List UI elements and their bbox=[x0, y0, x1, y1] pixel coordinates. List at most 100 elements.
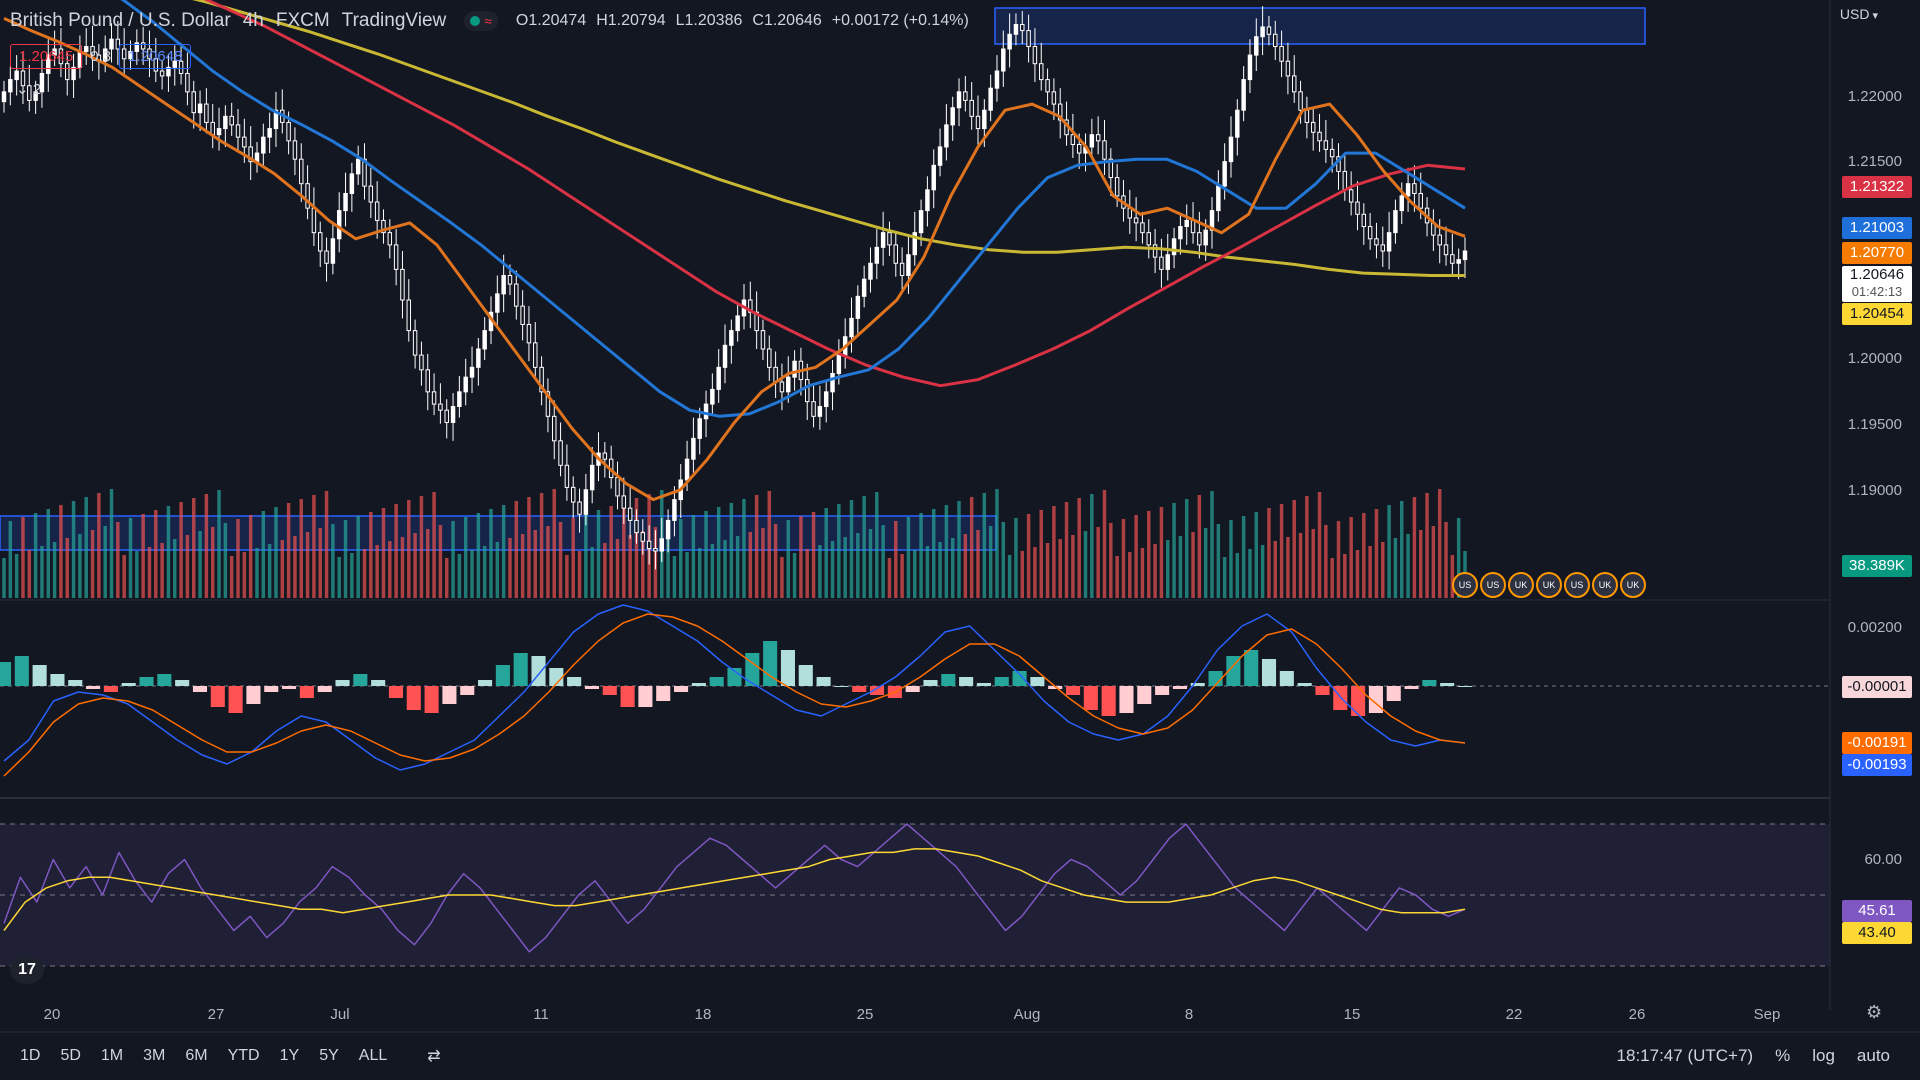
volume-bar bbox=[103, 526, 107, 598]
range-5d[interactable]: 5D bbox=[60, 1047, 81, 1064]
macd-histogram-bar bbox=[727, 668, 742, 686]
candle-body bbox=[1051, 91, 1057, 105]
volume-bar bbox=[293, 536, 297, 598]
indicators-collapse-toggle[interactable]: ⌄ 2 bbox=[16, 80, 41, 98]
candle-body bbox=[387, 232, 393, 246]
volume-label: 38.389K bbox=[1842, 555, 1912, 577]
us-flag-icon[interactable]: US bbox=[1452, 572, 1478, 598]
auto-toggle[interactable]: auto bbox=[1856, 1046, 1890, 1065]
candle-body bbox=[1310, 121, 1316, 133]
candle-body bbox=[1222, 161, 1227, 187]
candle-body bbox=[1355, 201, 1360, 215]
volume-bar bbox=[1241, 516, 1246, 598]
volume-bar bbox=[90, 530, 95, 598]
currency-selector[interactable]: USD bbox=[1840, 6, 1878, 22]
time-axis-label: Aug bbox=[1013, 1006, 1041, 1023]
candle-body bbox=[1165, 254, 1170, 270]
volume-bar bbox=[710, 544, 715, 598]
ohlc-open: 1.20474 bbox=[528, 12, 587, 29]
candle-body bbox=[1367, 226, 1373, 240]
volume-bar bbox=[1298, 533, 1303, 598]
macd-histogram-bar bbox=[1261, 659, 1277, 686]
volume-bar bbox=[78, 534, 82, 598]
macd-histogram-bar bbox=[549, 668, 564, 686]
macd-histogram-bar bbox=[121, 683, 136, 686]
candle-body bbox=[1197, 232, 1202, 246]
volume-bar bbox=[1235, 553, 1240, 598]
volume-bar bbox=[780, 557, 784, 598]
candle-body bbox=[355, 158, 361, 175]
time-axis-label: 15 bbox=[1343, 1006, 1361, 1023]
candle-body bbox=[1437, 234, 1442, 246]
candle-body bbox=[526, 323, 532, 344]
candle-body bbox=[159, 70, 165, 77]
candle-body bbox=[621, 495, 627, 509]
candle-body bbox=[1039, 63, 1044, 81]
interval[interactable]: 4h bbox=[242, 10, 264, 31]
symbol-name[interactable]: British Pound / U.S. Dollar bbox=[10, 10, 231, 31]
symbol-header[interactable]: British Pound / U.S. Dollar 4h FXCM Trad… bbox=[10, 4, 969, 38]
candle-body bbox=[102, 48, 108, 62]
macd-histogram-bar bbox=[353, 674, 368, 686]
volume-bar bbox=[40, 546, 44, 598]
candle-body bbox=[450, 406, 456, 423]
buy-price-button[interactable]: 1.20648 bbox=[119, 44, 192, 69]
settings-gear-icon[interactable]: ⚙ bbox=[1866, 1002, 1883, 1022]
volume-bar bbox=[824, 508, 828, 598]
volume-bar bbox=[792, 553, 797, 598]
volume-bar bbox=[622, 502, 626, 598]
us-flag-icon[interactable]: US bbox=[1480, 572, 1506, 598]
macd-histogram-bar bbox=[1315, 686, 1330, 695]
macd-histogram-bar bbox=[763, 641, 778, 686]
candle-body bbox=[520, 305, 525, 325]
range-1m[interactable]: 1M bbox=[100, 1047, 124, 1064]
volume-bar bbox=[723, 540, 727, 598]
candle-body bbox=[1374, 238, 1379, 246]
uk-flag-icon[interactable]: UK bbox=[1620, 572, 1646, 598]
candle-body bbox=[166, 66, 171, 77]
volume-bar bbox=[128, 518, 133, 598]
log-toggle[interactable]: log bbox=[1812, 1046, 1835, 1065]
volume-bar bbox=[46, 509, 51, 598]
volume-bar bbox=[1311, 529, 1315, 598]
candle-body bbox=[501, 275, 506, 295]
range-all[interactable]: ALL bbox=[358, 1047, 388, 1064]
range-3m[interactable]: 3M bbox=[143, 1047, 166, 1064]
market-status-indicator[interactable]: ≈ bbox=[464, 11, 498, 31]
uk-flag-icon[interactable]: UK bbox=[1592, 572, 1618, 598]
volume-bar bbox=[849, 500, 854, 598]
volume-bar bbox=[407, 500, 411, 598]
range-1y[interactable]: 1Y bbox=[279, 1047, 300, 1064]
candle-body bbox=[1178, 226, 1183, 240]
candle-body bbox=[716, 366, 721, 390]
candle-body bbox=[1247, 54, 1253, 81]
volume-bar bbox=[198, 531, 202, 598]
volume-bar bbox=[1362, 513, 1366, 598]
uk-flag-icon[interactable]: UK bbox=[1536, 572, 1562, 598]
volume-bar bbox=[299, 499, 303, 598]
tradingview-logo[interactable]: 17 bbox=[10, 956, 44, 984]
range-ytd[interactable]: YTD bbox=[227, 1047, 260, 1064]
candle-body bbox=[109, 38, 114, 50]
percent-toggle[interactable]: % bbox=[1775, 1046, 1791, 1065]
platform-name: TradingView bbox=[341, 10, 447, 31]
volume-bar bbox=[1248, 549, 1252, 598]
candle-body bbox=[710, 388, 715, 405]
range-6m[interactable]: 6M bbox=[185, 1047, 208, 1064]
candle-body bbox=[539, 366, 544, 393]
us-flag-icon[interactable]: US bbox=[1564, 572, 1590, 598]
clock[interactable]: 18:17:47 (UTC+7) bbox=[1616, 1046, 1754, 1065]
volume-bar bbox=[8, 521, 13, 598]
range-5y[interactable]: 5Y bbox=[319, 1047, 339, 1064]
candle-body bbox=[950, 107, 955, 126]
macd-histogram-bar bbox=[175, 680, 190, 686]
candle-body bbox=[868, 262, 873, 280]
uk-flag-icon[interactable]: UK bbox=[1508, 572, 1534, 598]
range-1d[interactable]: 1D bbox=[20, 1047, 41, 1064]
date-range-icon[interactable]: ⇄ bbox=[427, 1048, 441, 1065]
candle-body bbox=[697, 418, 702, 439]
candle-body bbox=[330, 238, 336, 264]
sell-price-button[interactable]: 1.20645 bbox=[10, 44, 83, 69]
volume-bar bbox=[1007, 555, 1012, 598]
